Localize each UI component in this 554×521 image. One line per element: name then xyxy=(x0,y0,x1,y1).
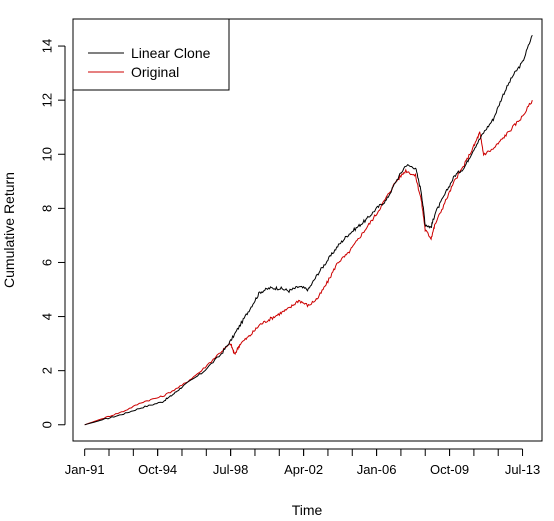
y-tick-label: 0 xyxy=(39,421,54,428)
y-axis: 0 2 4 6 8 10 12 14 xyxy=(39,39,66,428)
y-tick-label: 14 xyxy=(39,39,54,53)
x-axis-title: Time xyxy=(292,502,323,518)
x-axis: Jan-91 Oct-94 Jul-98 Apr-02 Jan-06 Oct-09 Jul-… xyxy=(65,448,540,477)
y-axis-title: Cumulative Return xyxy=(1,172,17,288)
y-tick-label: 10 xyxy=(39,147,54,161)
legend-box xyxy=(72,18,230,91)
x-tick-label: Jan-06 xyxy=(357,462,397,477)
x-tick-label: Jan-91 xyxy=(65,462,105,477)
x-tick-label: Jul-13 xyxy=(505,462,540,477)
y-tick-label: 6 xyxy=(39,259,54,266)
y-tick-label: 12 xyxy=(39,93,54,107)
legend-label-original: Original xyxy=(131,64,179,80)
legend-label-linear-clone: Linear Clone xyxy=(131,45,211,61)
y-tick-label: 8 xyxy=(39,205,54,212)
plot-box xyxy=(72,18,543,442)
x-tick-label: Apr-02 xyxy=(284,462,323,477)
y-tick-label: 2 xyxy=(39,367,54,374)
legend: Linear Clone Original xyxy=(72,18,230,91)
y-tick-label: 4 xyxy=(39,313,54,320)
x-tick-label: Oct-09 xyxy=(430,462,469,477)
x-tick-label: Jul-98 xyxy=(213,462,248,477)
series-group xyxy=(84,34,533,426)
x-tick-label: Oct-94 xyxy=(138,462,177,477)
series-line-original xyxy=(84,100,533,426)
series-line-linear-clone xyxy=(84,34,533,426)
